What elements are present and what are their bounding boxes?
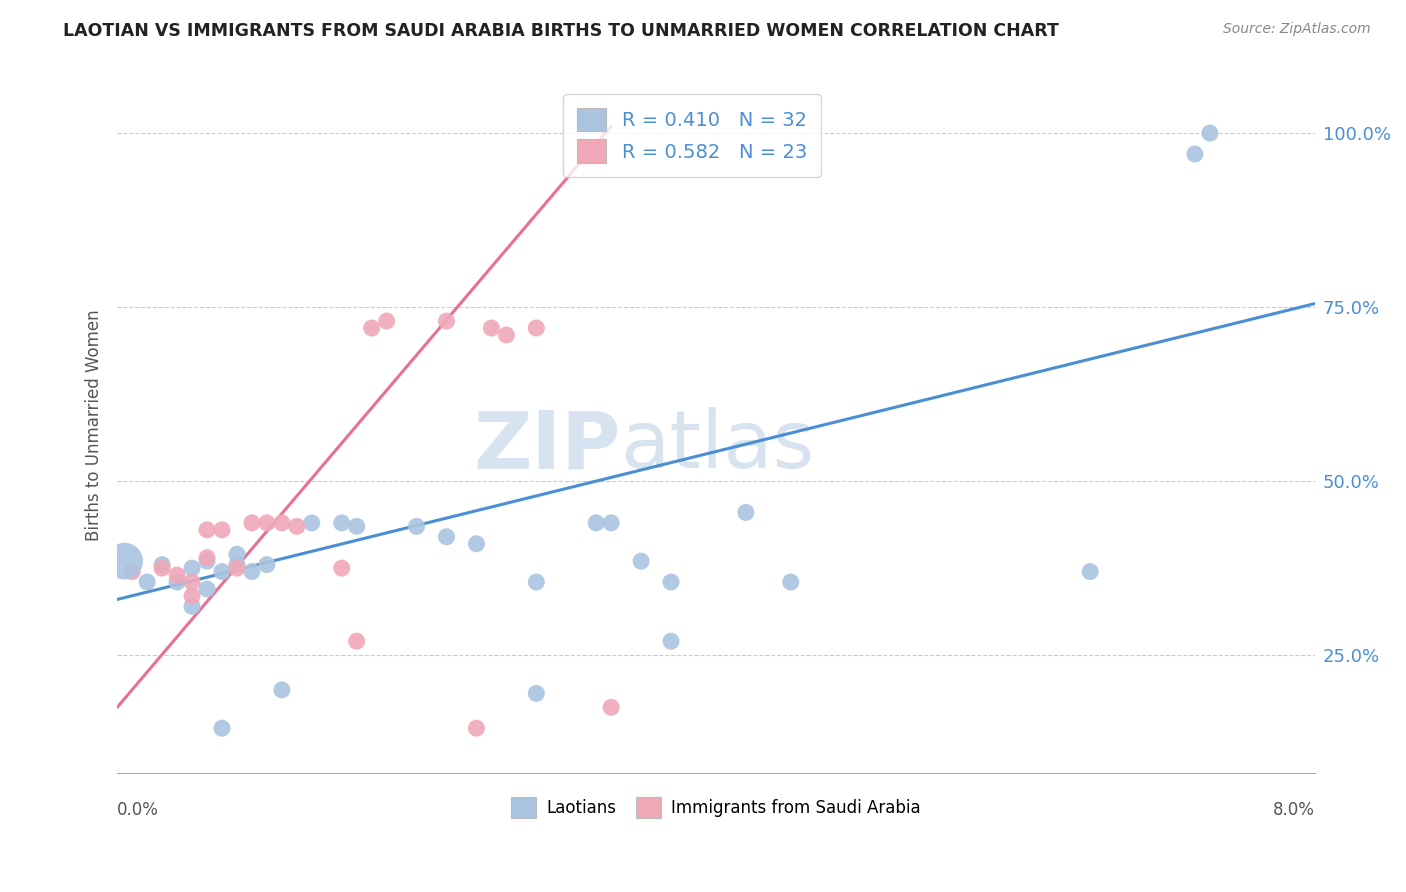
Point [166, 568, 188, 582]
Point [195, 523, 218, 537]
Point [481, 321, 503, 335]
Y-axis label: Births to Unmarried Women: Births to Unmarried Women [86, 310, 103, 541]
Point [150, 558, 173, 572]
Point [585, 516, 607, 530]
Point [1078, 565, 1101, 579]
Point [1184, 147, 1206, 161]
Point [659, 634, 682, 648]
Point [405, 519, 427, 533]
Point [734, 505, 756, 519]
Point [211, 565, 233, 579]
Point [136, 575, 159, 590]
Point [226, 558, 249, 572]
Point [1199, 126, 1222, 140]
Point [524, 575, 547, 590]
Point [330, 561, 353, 575]
Point [524, 686, 547, 700]
Point [495, 328, 517, 343]
Point [600, 700, 623, 714]
Text: atlas: atlas [620, 408, 814, 485]
Point [524, 321, 547, 335]
Point [181, 575, 204, 590]
Text: 8.0%: 8.0% [1272, 801, 1315, 819]
Point [195, 550, 218, 565]
Point [436, 314, 458, 328]
Point [779, 575, 801, 590]
Point [301, 516, 323, 530]
Legend: Laotians, Immigrants from Saudi Arabia: Laotians, Immigrants from Saudi Arabia [505, 790, 928, 824]
Point [600, 516, 623, 530]
Point [436, 530, 458, 544]
Point [166, 575, 188, 590]
Point [114, 554, 136, 568]
Point [270, 682, 292, 697]
Point [465, 537, 488, 551]
Point [270, 516, 292, 530]
Point [195, 582, 218, 596]
Point [346, 519, 368, 533]
Point [240, 516, 263, 530]
Point [226, 547, 249, 561]
Point [346, 634, 368, 648]
Point [465, 721, 488, 735]
Point [659, 575, 682, 590]
Point [211, 523, 233, 537]
Point [330, 516, 353, 530]
Text: LAOTIAN VS IMMIGRANTS FROM SAUDI ARABIA BIRTHS TO UNMARRIED WOMEN CORRELATION CH: LAOTIAN VS IMMIGRANTS FROM SAUDI ARABIA … [63, 22, 1059, 40]
Point [226, 561, 249, 575]
Point [150, 561, 173, 575]
Point [630, 554, 652, 568]
Point [375, 314, 398, 328]
Text: ZIP: ZIP [472, 408, 620, 485]
Text: 0.0%: 0.0% [117, 801, 159, 819]
Point [285, 519, 308, 533]
Point [181, 589, 204, 603]
Point [211, 721, 233, 735]
Text: Source: ZipAtlas.com: Source: ZipAtlas.com [1223, 22, 1371, 37]
Point [256, 516, 278, 530]
Point [256, 558, 278, 572]
Point [181, 599, 204, 614]
Point [360, 321, 382, 335]
Point [240, 565, 263, 579]
Point [121, 565, 143, 579]
Point [181, 561, 204, 575]
Point [195, 554, 218, 568]
